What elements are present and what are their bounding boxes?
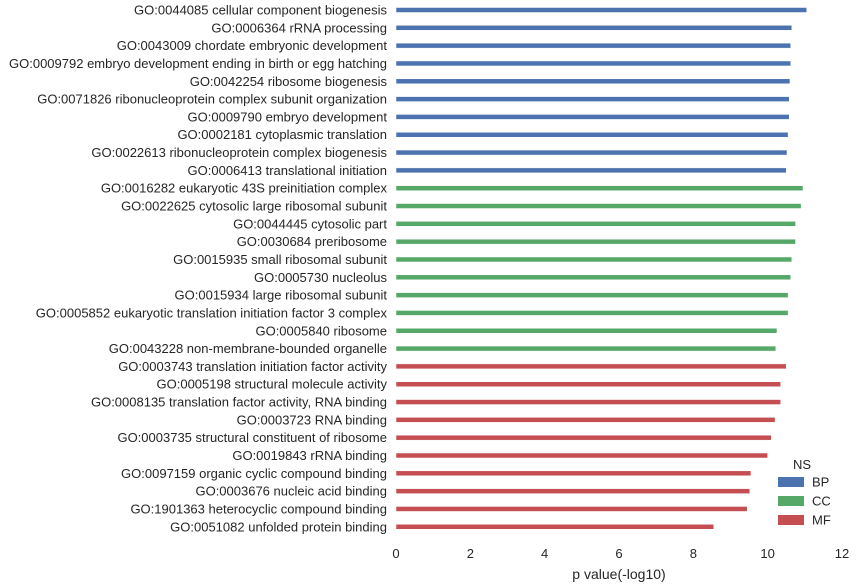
bar-bp [395, 25, 793, 31]
category-label: GO:0005198 structural molecule activity [157, 377, 388, 392]
bar-bp [395, 149, 788, 156]
bar-mf [395, 452, 768, 459]
legend-swatch-mf [778, 515, 804, 525]
category-label: GO:0006413 translational initiation [188, 163, 387, 178]
legend: NS BP CC MF [778, 457, 831, 528]
bar-cc [395, 310, 789, 316]
category-label: GO:0002181 cytoplasmic translation [177, 127, 387, 142]
bar-mf [395, 381, 781, 387]
category-label: GO:0043228 non-membrane-bounded organell… [109, 341, 387, 356]
legend-label-cc: CC [812, 494, 831, 509]
category-label: GO:0030684 preribosome [237, 234, 387, 249]
legend-label-bp: BP [812, 475, 829, 490]
bar-cc [395, 221, 796, 227]
bar-cc [395, 238, 796, 245]
bars-layer [395, 7, 807, 530]
category-label: GO:0003735 structural constituent of rib… [117, 430, 387, 445]
category-label: GO:0006364 rRNA processing [211, 20, 387, 35]
bar-mf [395, 363, 787, 370]
x-tick-label: 10 [760, 546, 774, 561]
category-label: GO:0044085 cellular component biogenesis [134, 3, 387, 18]
bar-cc [395, 292, 789, 298]
bar-mf [395, 488, 751, 494]
bar-mf [395, 399, 781, 405]
bar-cc [395, 256, 793, 263]
x-tick-label: 2 [467, 546, 474, 561]
bar-cc [395, 328, 778, 334]
x-tick-label: 0 [392, 546, 399, 561]
x-tick-label: 6 [615, 546, 622, 561]
category-label: GO:0022625 cytosolic large ribosomal sub… [121, 199, 387, 214]
bar-mf [395, 434, 772, 441]
bar-bp [395, 114, 790, 120]
category-label: GO:0009792 embryo development ending in … [9, 56, 387, 71]
bar-bp [395, 96, 790, 102]
bar-bp [395, 42, 791, 49]
bar-cc [395, 274, 791, 281]
x-tick-label: 4 [541, 546, 548, 561]
category-label: GO:0071826 ribonucleoprotein complex sub… [37, 92, 387, 107]
bar-mf [395, 470, 752, 477]
category-label: GO:0044445 cytosolic part [233, 216, 387, 231]
category-label: GO:0005840 ribosome [255, 323, 387, 338]
bar-bp [395, 7, 807, 13]
x-tick-label: 12 [835, 546, 849, 561]
category-label: GO:0097159 organic cyclic compound bindi… [121, 466, 387, 481]
category-label: GO:0016282 eukaryotic 43S preinitiation … [101, 181, 388, 196]
category-label: GO:0051082 unfolded protein binding [170, 519, 387, 534]
bar-mf [395, 524, 715, 530]
bar-mf [395, 506, 748, 512]
bar-bp [395, 167, 787, 174]
category-label: GO:0019843 rRNA binding [232, 448, 387, 463]
category-label: GO:0043009 chordate embryonic developmen… [117, 38, 388, 53]
category-label: GO:1901363 heterocyclic compound binding [130, 501, 387, 516]
bar-bp [395, 131, 789, 138]
category-label: GO:0005852 eukaryotic translation initia… [36, 305, 388, 320]
x-axis-title: p value(-log10) [572, 566, 665, 582]
bar-cc [395, 345, 777, 352]
category-label: GO:0005730 nucleolus [254, 270, 387, 285]
category-label: GO:0003676 nucleic acid binding [195, 484, 387, 499]
bar-cc [395, 203, 802, 209]
bar-bp [395, 78, 791, 85]
category-labels: GO:0044085 cellular component biogenesis… [9, 3, 387, 535]
legend-swatch-bp [778, 477, 804, 487]
legend-label-mf: MF [812, 513, 831, 528]
category-label: GO:0008135 translation factor activity, … [91, 395, 387, 410]
category-label: GO:0003743 translation initiation factor… [118, 359, 387, 374]
x-tick-label: 8 [690, 546, 697, 561]
category-label: GO:0009790 embryo development [188, 109, 388, 124]
category-label: GO:0022613 ribonucleoprotein complex bio… [91, 145, 387, 160]
bar-bp [395, 60, 791, 67]
category-label: GO:0015935 small ribosomal subunit [173, 252, 387, 267]
category-label: GO:0003723 RNA binding [237, 412, 387, 427]
category-label: GO:0042254 ribosome biogenesis [190, 74, 388, 89]
x-axis: 0 2 4 6 8 10 12 [392, 546, 849, 561]
bar-cc [395, 185, 804, 191]
category-label: GO:0015934 large ribosomal subunit [175, 288, 388, 303]
legend-title: NS [793, 457, 811, 472]
legend-swatch-cc [778, 496, 804, 506]
bar-mf [395, 417, 776, 423]
